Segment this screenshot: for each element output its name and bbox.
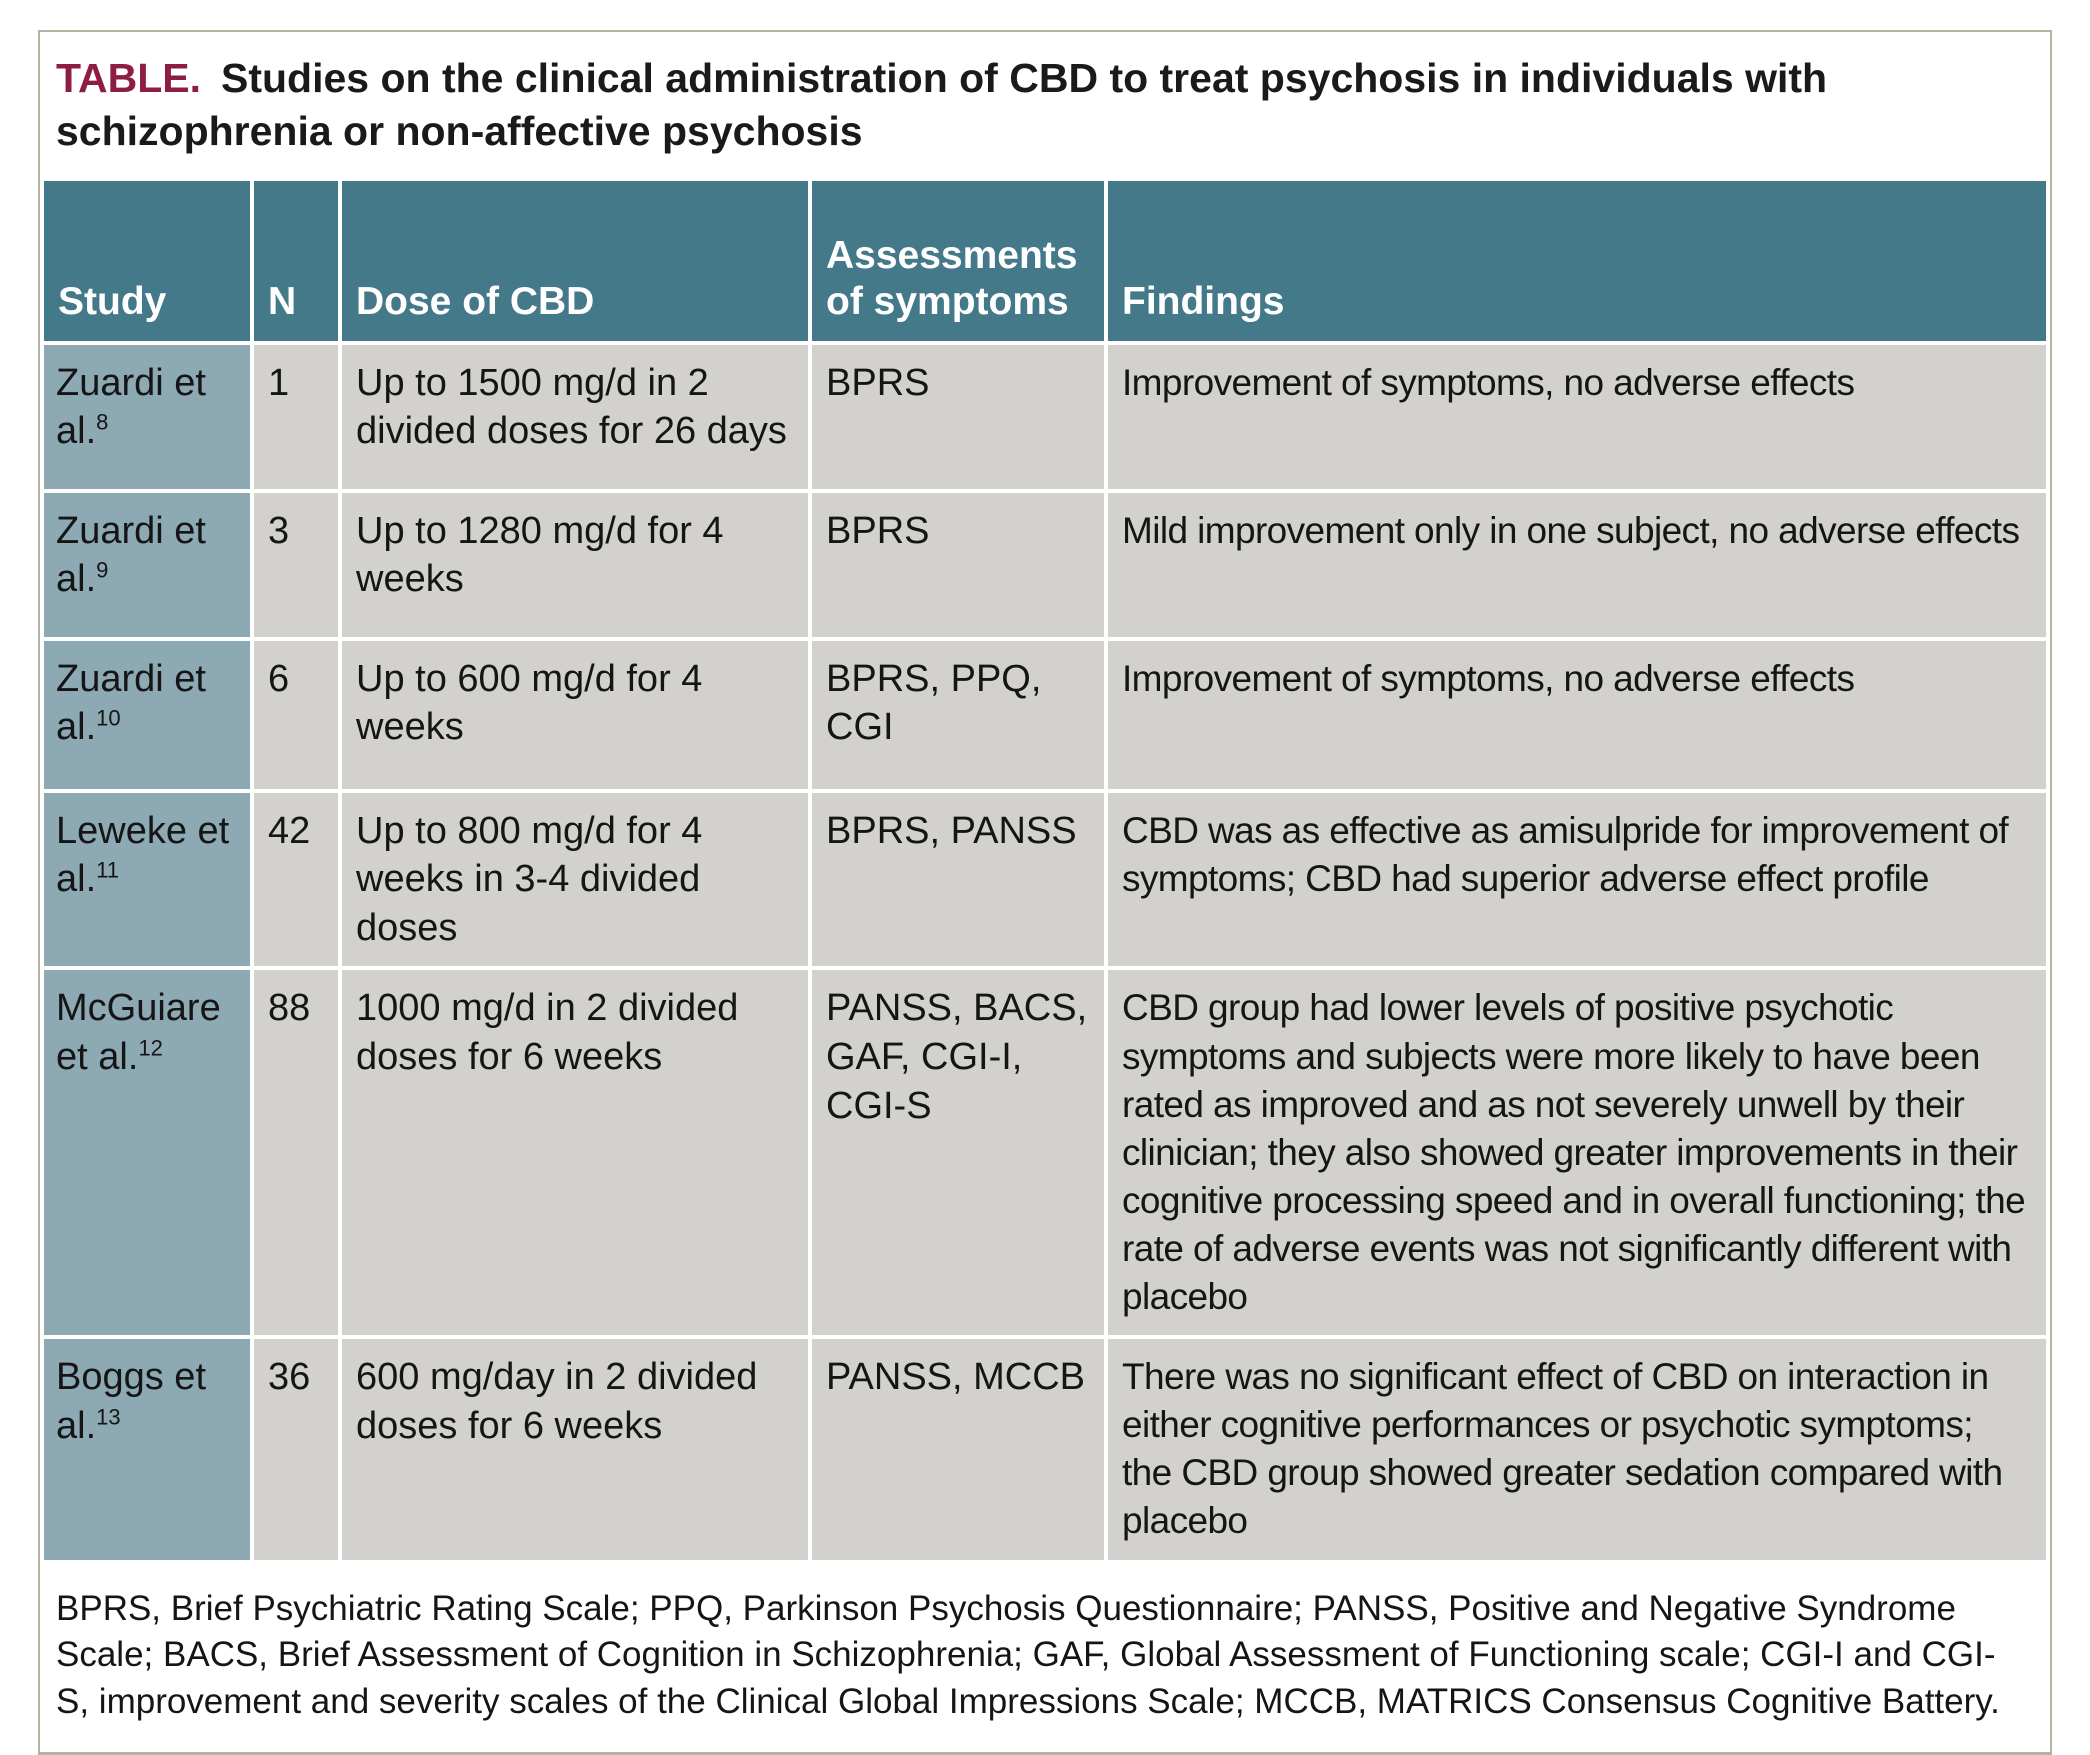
reference-superscript: 12 xyxy=(138,1035,163,1061)
table-label: TABLE. xyxy=(56,55,202,101)
dose-value: 1000 mg/d in 2 divided doses for 6 weeks xyxy=(342,970,808,1336)
assessments-value: PANSS, BACS, GAF, CGI-I, CGI-S xyxy=(812,970,1104,1336)
reference-superscript: 13 xyxy=(96,1404,121,1430)
findings-value: There was no significant effect of CBD o… xyxy=(1108,1339,2046,1560)
col-header-n: N xyxy=(254,180,338,341)
col-header-assessments: Assessments of symptoms xyxy=(812,180,1104,341)
table-row: Boggs et al.13 36 600 mg/day in 2 divide… xyxy=(44,1339,2046,1560)
findings-value: Improvement of symptoms, no adverse effe… xyxy=(1108,640,2046,789)
study-name: Zuardi et al.8 xyxy=(44,344,250,489)
assessments-value: BPRS, PPQ, CGI xyxy=(812,640,1104,789)
findings-value: Mild improvement only in one subject, no… xyxy=(1108,492,2046,637)
n-value: 36 xyxy=(254,1339,338,1560)
reference-superscript: 9 xyxy=(96,557,109,583)
n-value: 88 xyxy=(254,970,338,1336)
reference-superscript: 8 xyxy=(96,409,109,435)
study-name: Leweke et al.11 xyxy=(44,792,250,967)
study-name: Zuardi et al.9 xyxy=(44,492,250,637)
study-name: McGuiare et al.12 xyxy=(44,970,250,1336)
col-header-dose: Dose of CBD xyxy=(342,180,808,341)
study-name: Boggs et al.13 xyxy=(44,1339,250,1560)
table-row: Zuardi et al.9 3 Up to 1280 mg/d for 4 w… xyxy=(44,492,2046,637)
table-row: Zuardi et al.10 6 Up to 600 mg/d for 4 w… xyxy=(44,640,2046,789)
table-row: McGuiare et al.12 88 1000 mg/d in 2 divi… xyxy=(44,970,2046,1336)
col-header-study: Study xyxy=(44,180,250,341)
dose-value: Up to 600 mg/d for 4 weeks xyxy=(342,640,808,789)
assessments-value: BPRS xyxy=(812,492,1104,637)
assessments-value: BPRS, PANSS xyxy=(812,792,1104,967)
n-value: 42 xyxy=(254,792,338,967)
dose-value: Up to 1500 mg/d in 2 divided doses for 2… xyxy=(342,344,808,489)
table-figure: TABLE. Studies on the clinical administra… xyxy=(38,30,2052,1755)
findings-value: CBD group had lower levels of positive p… xyxy=(1108,970,2046,1336)
table-title-text: Studies on the clinical administration o… xyxy=(56,55,1828,155)
assessments-value: PANSS, MCCB xyxy=(812,1339,1104,1560)
table-title: TABLE. Studies on the clinical administra… xyxy=(40,32,2050,177)
abbreviations-footnote: BPRS, Brief Psychiatric Rating Scale; PP… xyxy=(56,1588,2000,1722)
dose-value: 600 mg/day in 2 divided doses for 6 week… xyxy=(342,1339,808,1560)
n-value: 1 xyxy=(254,344,338,489)
reference-superscript: 10 xyxy=(96,705,121,731)
dose-value: Up to 800 mg/d for 4 weeks in 3-4 divide… xyxy=(342,792,808,967)
header-row: Study N Dose of CBD Assessments of sympt… xyxy=(44,180,2046,341)
reference-superscript: 11 xyxy=(96,857,120,883)
study-name: Zuardi et al.10 xyxy=(44,640,250,789)
n-value: 6 xyxy=(254,640,338,789)
studies-table: Study N Dose of CBD Assessments of sympt… xyxy=(40,176,2050,1564)
table-row: Leweke et al.11 42 Up to 800 mg/d for 4 … xyxy=(44,792,2046,967)
n-value: 3 xyxy=(254,492,338,637)
dose-value: Up to 1280 mg/d for 4 weeks xyxy=(342,492,808,637)
table-row: Zuardi et al.8 1 Up to 1500 mg/d in 2 di… xyxy=(44,344,2046,489)
col-header-findings: Findings xyxy=(1108,180,2046,341)
assessments-value: BPRS xyxy=(812,344,1104,489)
findings-value: CBD was as effective as amisulpride for … xyxy=(1108,792,2046,967)
findings-value: Improvement of symptoms, no adverse effe… xyxy=(1108,344,2046,489)
